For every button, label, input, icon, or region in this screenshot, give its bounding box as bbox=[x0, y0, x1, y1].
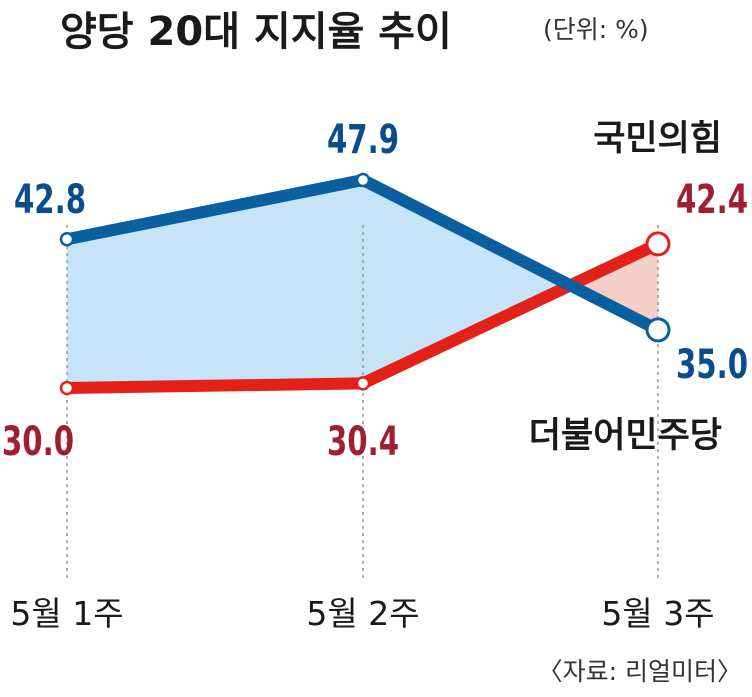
point-ppp bbox=[355, 172, 371, 188]
point-ppp bbox=[59, 232, 75, 247]
category-guide-lines bbox=[66, 225, 659, 578]
value-label-dp: 30.4 bbox=[327, 419, 399, 465]
value-label-ppp: 35.0 bbox=[676, 342, 748, 388]
value-labels: 42.8 47.9 35.0 30.0 30.4 42.4 bbox=[2, 117, 748, 465]
category-label: 5월 3주 bbox=[601, 594, 714, 633]
series-label-ppp: 국민의힘 bbox=[593, 119, 722, 159]
data-points bbox=[59, 172, 671, 396]
gap-fill-areas bbox=[67, 180, 658, 388]
category-axis-labels: 5월 1주 5월 2주 5월 3주 bbox=[10, 594, 714, 633]
point-ppp bbox=[645, 317, 671, 343]
point-dp bbox=[59, 380, 75, 396]
unit-label: (단위: %) bbox=[543, 15, 649, 44]
value-label-dp: 42.4 bbox=[676, 177, 748, 223]
value-label-ppp: 42.8 bbox=[14, 177, 86, 223]
series-label-dp: 더불어민주당 bbox=[529, 416, 722, 456]
lead-fill-ppp bbox=[67, 180, 363, 388]
value-label-dp: 30.0 bbox=[2, 419, 74, 465]
point-dp bbox=[645, 231, 671, 257]
source-note: 〈자료: 리얼미터〉 bbox=[538, 657, 742, 686]
lead-fill-dp bbox=[570, 243, 658, 330]
value-label-ppp: 47.9 bbox=[327, 117, 399, 163]
chart-title: 양당 20대 지지율 추이 bbox=[60, 9, 452, 55]
category-label: 5월 2주 bbox=[306, 594, 419, 633]
category-label: 5월 1주 bbox=[10, 594, 123, 633]
point-dp bbox=[355, 376, 371, 391]
lead-fill-ppp bbox=[363, 180, 571, 384]
